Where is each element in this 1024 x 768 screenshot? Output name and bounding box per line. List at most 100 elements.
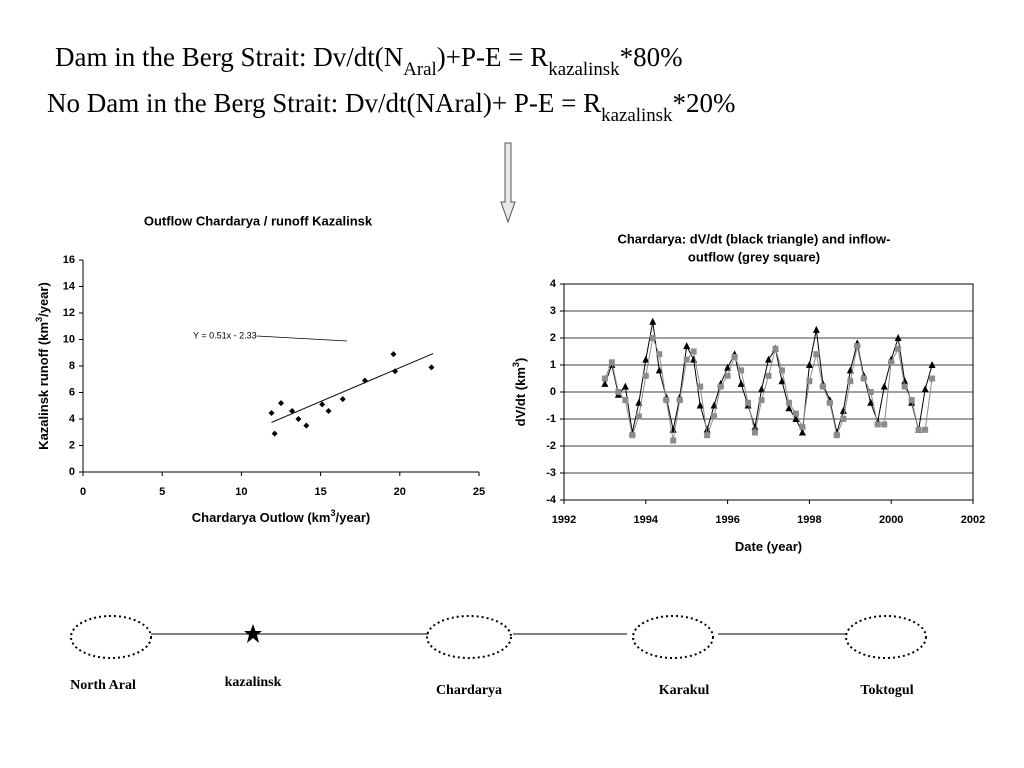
point (847, 378, 854, 385)
point (915, 426, 922, 433)
point (860, 375, 867, 382)
reservoir (426, 615, 512, 659)
point (772, 345, 779, 352)
point (874, 421, 881, 428)
reservoir (632, 615, 714, 659)
x-tick-label: 1996 (715, 514, 739, 526)
point (608, 359, 615, 366)
point (656, 351, 663, 358)
point (813, 351, 820, 358)
text-part: 3 (511, 362, 521, 367)
point (751, 423, 759, 431)
point (812, 325, 820, 333)
reservoir (845, 615, 927, 659)
point (724, 363, 732, 371)
node-label: North Aral (70, 678, 136, 693)
down-arrow (500, 142, 516, 224)
x-tick-label: 1992 (552, 514, 576, 526)
point (833, 432, 840, 439)
point (792, 415, 800, 422)
point (683, 342, 691, 350)
y-tick-label: 3 (550, 305, 556, 317)
point (867, 389, 874, 395)
text-part: dV/dt (km (513, 367, 528, 426)
x-tick-label: 1994 (634, 514, 659, 526)
y-tick-label: 8 (69, 360, 75, 372)
point (798, 428, 806, 436)
point (295, 416, 302, 422)
point (649, 335, 656, 341)
point (676, 397, 683, 404)
x-tick-label: 5 (159, 486, 165, 498)
text-part: *80% (620, 42, 683, 72)
point (894, 334, 902, 341)
point (278, 400, 284, 407)
point (908, 397, 915, 404)
y-tick-label: -2 (546, 440, 556, 452)
point (601, 375, 608, 382)
y-tick-label: 4 (69, 413, 76, 425)
point (621, 382, 629, 390)
point (325, 408, 332, 415)
point (303, 422, 310, 429)
text-part: /year) (336, 510, 371, 525)
point (785, 404, 793, 412)
point (806, 378, 813, 385)
point (881, 421, 888, 428)
point (867, 398, 875, 406)
point (655, 366, 663, 374)
point (642, 355, 650, 363)
text-part: *20% (672, 88, 735, 118)
node-label: Chardarya (436, 683, 502, 698)
text-part: Dam in the Berg Strait: Dv/dt(N (55, 42, 403, 72)
reservoir (70, 615, 152, 659)
point (765, 372, 772, 379)
point (921, 385, 929, 393)
node-label: Karakul (659, 683, 710, 698)
point (880, 382, 888, 390)
point (690, 348, 697, 355)
y-tick-label: -3 (546, 467, 556, 479)
chart-title: outflow (grey square) (688, 249, 820, 264)
leader-line (256, 335, 348, 342)
point (697, 383, 704, 390)
y-tick-label: 0 (69, 466, 75, 478)
y-tick-label: 1 (550, 359, 556, 371)
trendline-label: Y = 0.51x - 2.33 (193, 330, 257, 340)
point (929, 375, 936, 382)
point (392, 368, 399, 375)
x-tick-label: 25 (473, 486, 485, 498)
text-part: No Dam in the Berg Strait: Dv/dt(NAral)+… (47, 88, 601, 118)
text-part: /year) (36, 282, 51, 317)
point (642, 372, 649, 379)
chart-title: Chardarya: dV/dt (black triangle) and in… (617, 231, 890, 246)
trendline (271, 353, 434, 423)
point (622, 397, 629, 404)
station-star (244, 624, 262, 643)
point (683, 356, 690, 363)
point (670, 437, 677, 444)
point (799, 424, 806, 431)
y-axis-label: dV/dt (km3) (511, 358, 528, 427)
point (928, 361, 936, 368)
plot-frame (563, 283, 974, 501)
point (854, 343, 861, 350)
point (319, 401, 326, 408)
text-part: )+P-E = R (437, 42, 548, 72)
point (895, 345, 902, 352)
y-tick-label: 14 (63, 280, 76, 292)
point (785, 399, 792, 406)
point (724, 372, 731, 379)
point (840, 416, 847, 422)
x-tick-label: 20 (394, 486, 406, 498)
text-part: Chardarya Outlow (km (192, 510, 331, 525)
header-line: No Dam in the Berg Strait: Dv/dt(NAral)+… (47, 88, 735, 126)
y-tick-label: -4 (546, 494, 557, 506)
x-tick-label: 10 (235, 486, 247, 498)
y-tick-label: 2 (69, 439, 75, 451)
point (888, 359, 895, 366)
y-tick-label: 10 (63, 333, 75, 345)
point (696, 401, 704, 409)
point (704, 432, 711, 439)
x-tick-label: 2002 (961, 514, 985, 526)
